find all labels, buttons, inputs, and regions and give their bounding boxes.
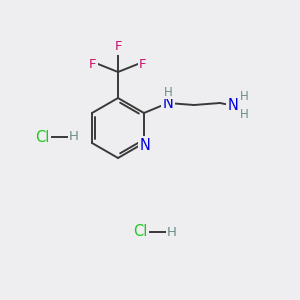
Text: Cl: Cl [35, 130, 49, 145]
Text: F: F [139, 58, 147, 70]
Text: H: H [167, 226, 177, 238]
Text: F: F [89, 58, 97, 70]
Text: H: H [164, 85, 172, 98]
Text: H: H [69, 130, 79, 143]
Text: N: N [163, 95, 173, 110]
Text: H: H [240, 107, 248, 121]
Text: F: F [114, 40, 122, 53]
Text: H: H [240, 89, 248, 103]
Text: N: N [227, 98, 239, 112]
Text: Cl: Cl [133, 224, 147, 239]
Text: N: N [140, 137, 150, 152]
